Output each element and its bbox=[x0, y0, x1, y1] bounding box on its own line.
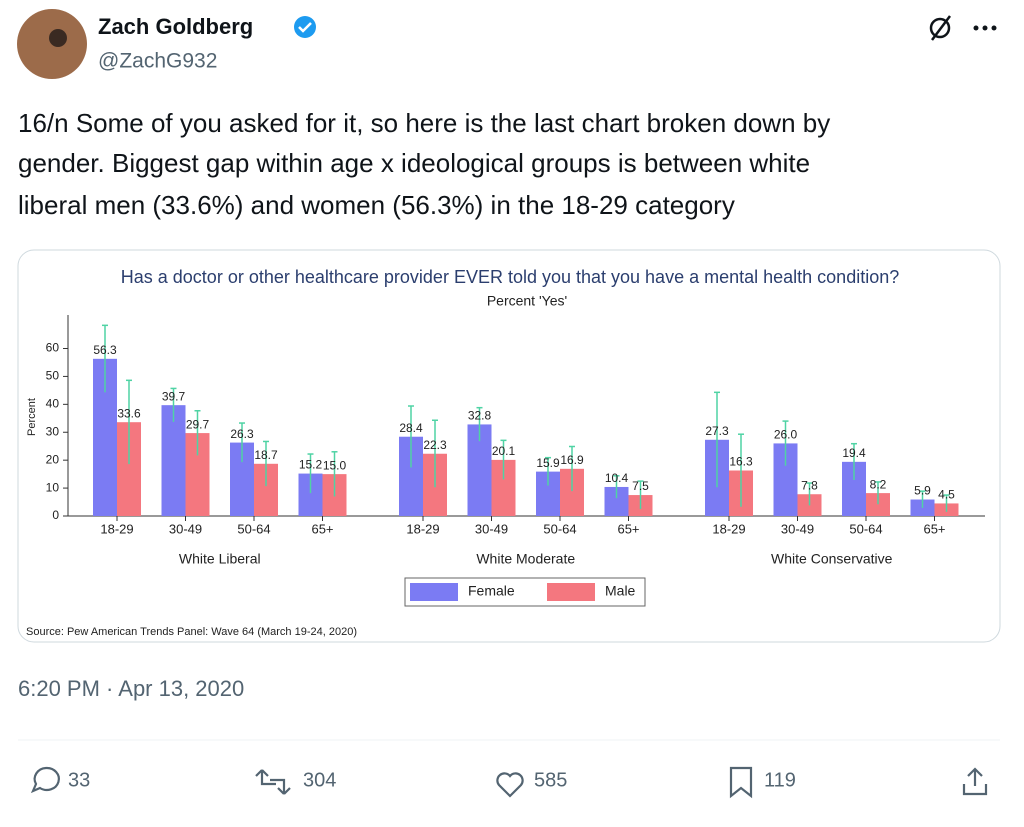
data-label: 15.0 bbox=[323, 458, 347, 472]
repost-icon[interactable] bbox=[255, 769, 291, 795]
chart-subtitle: Percent 'Yes' bbox=[487, 293, 567, 309]
more-icon[interactable] bbox=[973, 25, 997, 31]
y-tick-label: 60 bbox=[46, 341, 60, 355]
data-label: 5.9 bbox=[914, 484, 931, 498]
data-label: 19.4 bbox=[842, 446, 866, 460]
chart-title: Has a doctor or other healthcare provide… bbox=[121, 267, 899, 287]
bar bbox=[866, 493, 890, 516]
verified-badge bbox=[294, 16, 316, 38]
verified-check bbox=[298, 22, 312, 33]
group-label: White Liberal bbox=[179, 551, 261, 567]
repost-count: 304 bbox=[303, 769, 336, 791]
data-label: 26.0 bbox=[774, 428, 798, 442]
legend-swatch bbox=[410, 583, 458, 601]
like-icon[interactable] bbox=[496, 772, 524, 798]
data-label: 16.9 bbox=[560, 453, 584, 467]
data-label: 20.1 bbox=[492, 444, 516, 458]
like-count: 585 bbox=[534, 769, 567, 791]
grok-icon[interactable] bbox=[929, 15, 951, 41]
tweet-text: liberal men (33.6%) and women (56.3%) in… bbox=[18, 190, 735, 220]
data-label: 4.5 bbox=[938, 488, 955, 502]
tweet-text: gender. Biggest gap within age x ideolog… bbox=[18, 148, 810, 178]
y-tick-label: 30 bbox=[46, 424, 60, 438]
data-label: 16.3 bbox=[729, 455, 753, 469]
data-label: 39.7 bbox=[162, 389, 186, 403]
x-tick-label: 30-49 bbox=[169, 521, 202, 536]
y-tick-label: 50 bbox=[46, 369, 60, 383]
data-label: 7.8 bbox=[801, 478, 818, 492]
reply-icon[interactable] bbox=[30, 766, 60, 794]
x-tick-label: 50-64 bbox=[543, 521, 576, 536]
data-label: 32.8 bbox=[468, 409, 492, 423]
legend-label: Male bbox=[605, 583, 636, 599]
data-label: 27.3 bbox=[705, 424, 729, 438]
media-card[interactable] bbox=[17, 249, 1001, 643]
bookmark-count: 119 bbox=[764, 769, 796, 791]
y-tick-label: 40 bbox=[46, 397, 60, 411]
data-label: 10.4 bbox=[605, 471, 629, 485]
timestamp[interactable]: 6:20 PM · Apr 13, 2020 bbox=[18, 676, 244, 701]
x-tick-label: 18-29 bbox=[100, 521, 133, 536]
y-tick-label: 0 bbox=[52, 508, 59, 522]
bookmark-icon[interactable] bbox=[729, 766, 753, 799]
reply-count: 33 bbox=[68, 769, 90, 791]
author[interactable]: Zach Goldberg bbox=[98, 14, 253, 39]
data-label: 15.9 bbox=[536, 456, 560, 470]
legend-swatch bbox=[547, 583, 595, 601]
group-label: White Conservative bbox=[771, 551, 893, 567]
x-tick-label: 50-64 bbox=[849, 521, 882, 536]
y-tick-label: 10 bbox=[46, 480, 60, 494]
x-tick-label: 65+ bbox=[311, 521, 333, 536]
tweet-text: 16/n Some of you asked for it, so here i… bbox=[18, 108, 830, 138]
x-tick-label: 65+ bbox=[617, 521, 639, 536]
data-label: 28.4 bbox=[399, 421, 423, 435]
y-axis-label: Percent bbox=[26, 398, 38, 436]
group-label: White Moderate bbox=[476, 551, 575, 567]
data-label: 26.3 bbox=[230, 427, 254, 441]
chart: Has a doctor or other healthcare provide… bbox=[26, 267, 985, 638]
x-tick-label: 18-29 bbox=[712, 521, 745, 536]
x-tick-label: 65+ bbox=[923, 521, 945, 536]
y-tick-label: 20 bbox=[46, 452, 60, 466]
avatar-figure bbox=[49, 29, 67, 47]
handle[interactable]: @ZachG932 bbox=[98, 50, 217, 73]
data-label: 22.3 bbox=[423, 438, 447, 452]
chart-source: Source: Pew American Trends Panel: Wave … bbox=[26, 626, 357, 638]
data-label: 15.2 bbox=[299, 458, 323, 472]
legend-label: Female bbox=[468, 583, 515, 599]
data-label: 56.3 bbox=[93, 343, 117, 357]
data-label: 8.2 bbox=[870, 477, 887, 491]
x-tick-label: 18-29 bbox=[406, 521, 439, 536]
bar bbox=[161, 405, 186, 516]
x-tick-label: 30-49 bbox=[475, 521, 508, 536]
data-label: 18.7 bbox=[254, 448, 278, 462]
x-tick-label: 30-49 bbox=[781, 521, 814, 536]
data-label: 29.7 bbox=[186, 417, 210, 431]
share-icon[interactable] bbox=[962, 767, 988, 796]
x-tick-label: 50-64 bbox=[237, 521, 270, 536]
data-label: 33.6 bbox=[117, 406, 141, 420]
data-label: 7.5 bbox=[632, 479, 649, 493]
